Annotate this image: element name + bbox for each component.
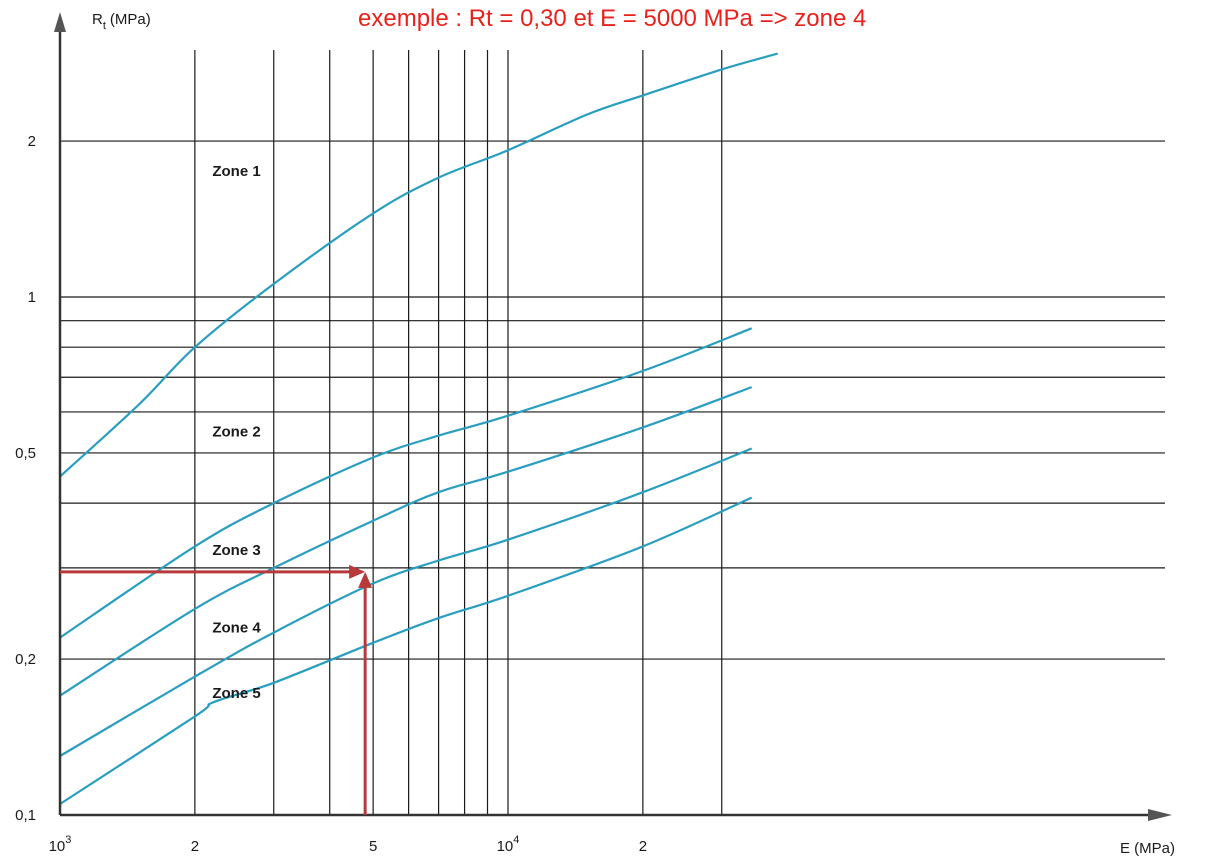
zone-label: Zone 1 xyxy=(212,163,260,180)
y-axis-arrowhead xyxy=(54,12,66,32)
x-tick-label: 5 xyxy=(369,838,377,855)
zone-label: Zone 3 xyxy=(212,542,260,559)
tick-labels: 103 2 5 104 2 0,1 0,2 0,5 1 2 xyxy=(15,133,647,855)
zone-label: Zone 5 xyxy=(212,685,260,702)
example-annotation: exemple : Rt = 0,30 et E = 5000 MPa => z… xyxy=(358,5,866,32)
y-tick-label: 1 xyxy=(28,289,36,306)
boundary-curve-1 xyxy=(59,52,779,478)
example-arrows xyxy=(60,564,373,815)
zone-label: Zone 4 xyxy=(212,620,261,637)
vertical-arrowhead xyxy=(358,571,373,588)
x-axis-arrowhead xyxy=(1148,809,1172,821)
y-tick-label: 0,2 xyxy=(15,651,36,668)
y-axis-unit: (MPa) xyxy=(110,11,151,28)
y-tick-label: 0,1 xyxy=(15,807,36,824)
boundary-curve-2 xyxy=(59,327,753,639)
zone-label: Zone 2 xyxy=(212,423,260,440)
x-axis-label: E (MPa) xyxy=(1120,840,1175,857)
x-tick-label: 2 xyxy=(639,838,647,855)
y-axis-label: Rt (MPa) xyxy=(92,11,151,32)
zone-boundaries xyxy=(59,52,779,805)
boundary-curve-5 xyxy=(59,496,753,805)
y-tick-label: 0,5 xyxy=(15,445,36,462)
y-axis-symbol: R xyxy=(92,11,103,28)
boundary-curve-4 xyxy=(59,447,753,757)
y-tick-label: 2 xyxy=(28,133,36,150)
x-tick-label: 103 xyxy=(49,834,72,855)
y-axis-subscript: t xyxy=(103,20,106,32)
axes xyxy=(54,12,1172,821)
x-tick-label: 104 xyxy=(497,834,520,855)
x-tick-label: 2 xyxy=(191,838,199,855)
boundary-curve-3 xyxy=(59,386,753,697)
horizontal-arrowhead xyxy=(349,564,366,579)
zone-labels: Zone 1 Zone 2 Zone 3 Zone 4 Zone 5 xyxy=(212,163,261,702)
